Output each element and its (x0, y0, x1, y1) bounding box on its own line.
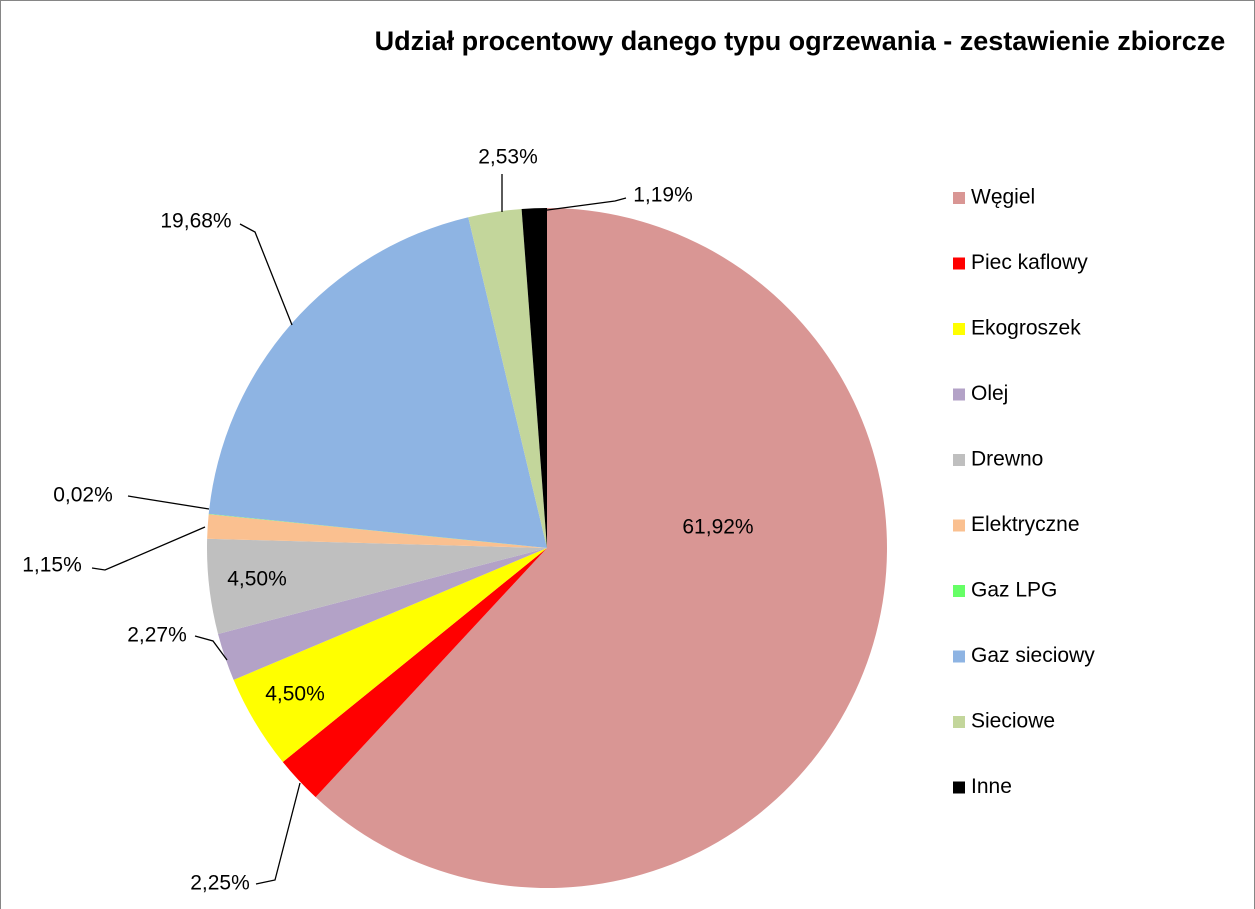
pie-slice (468, 208, 547, 548)
data-label: 19,68% (160, 210, 231, 233)
legend-label: Olej (971, 382, 1008, 405)
chart-title: Udział procentowy danego typu ogrzewania… (374, 26, 1226, 56)
legend-swatch (953, 388, 965, 401)
pie-slice (207, 514, 548, 548)
data-label: 2,53% (478, 146, 538, 169)
data-label: 1,19% (633, 184, 693, 207)
data-label: 4,50% (227, 568, 287, 591)
leader-line (239, 223, 293, 326)
leader-line (255, 782, 301, 885)
legend-swatch (953, 716, 965, 728)
legend-label: Sieciowe (971, 710, 1055, 733)
leader-line (194, 635, 228, 661)
legend-swatch (953, 454, 965, 466)
pie-slice (315, 208, 887, 888)
legend-label: Piec kaflowy (971, 251, 1088, 274)
legend-swatch (953, 585, 965, 597)
data-label: 1,15% (22, 554, 82, 577)
data-label: 2,27% (127, 624, 187, 647)
data-label: 2,25% (190, 872, 250, 895)
data-label: 0,02% (53, 484, 113, 507)
legend-swatch (953, 323, 965, 335)
leader-line (91, 526, 206, 571)
legend-label: Inne (971, 775, 1012, 798)
legend-label: Gaz LPG (971, 579, 1057, 602)
legend-swatch (953, 192, 965, 204)
legend-label: Ekogroszek (971, 317, 1081, 340)
pie-slice (208, 513, 547, 548)
pie-slice (282, 548, 547, 798)
leader-line (539, 197, 627, 212)
legend-label: Drewno (971, 448, 1043, 471)
pie-slice (218, 548, 548, 680)
legend-swatch (953, 781, 965, 794)
pie-slice (207, 538, 547, 634)
data-label: 61,92% (682, 516, 753, 539)
pie-slice (208, 217, 547, 549)
pie-slice (233, 548, 548, 763)
legend-label: Gaz sieciowy (971, 644, 1095, 667)
leader-line (127, 495, 210, 510)
legend-label: Elektryczne (971, 513, 1080, 536)
pie-slice (521, 208, 547, 548)
legend-swatch (953, 519, 965, 532)
legend-label: Węgiel (971, 186, 1035, 209)
data-label: 4,50% (265, 683, 325, 706)
legend-swatch (953, 257, 965, 270)
legend-swatch (953, 650, 965, 663)
